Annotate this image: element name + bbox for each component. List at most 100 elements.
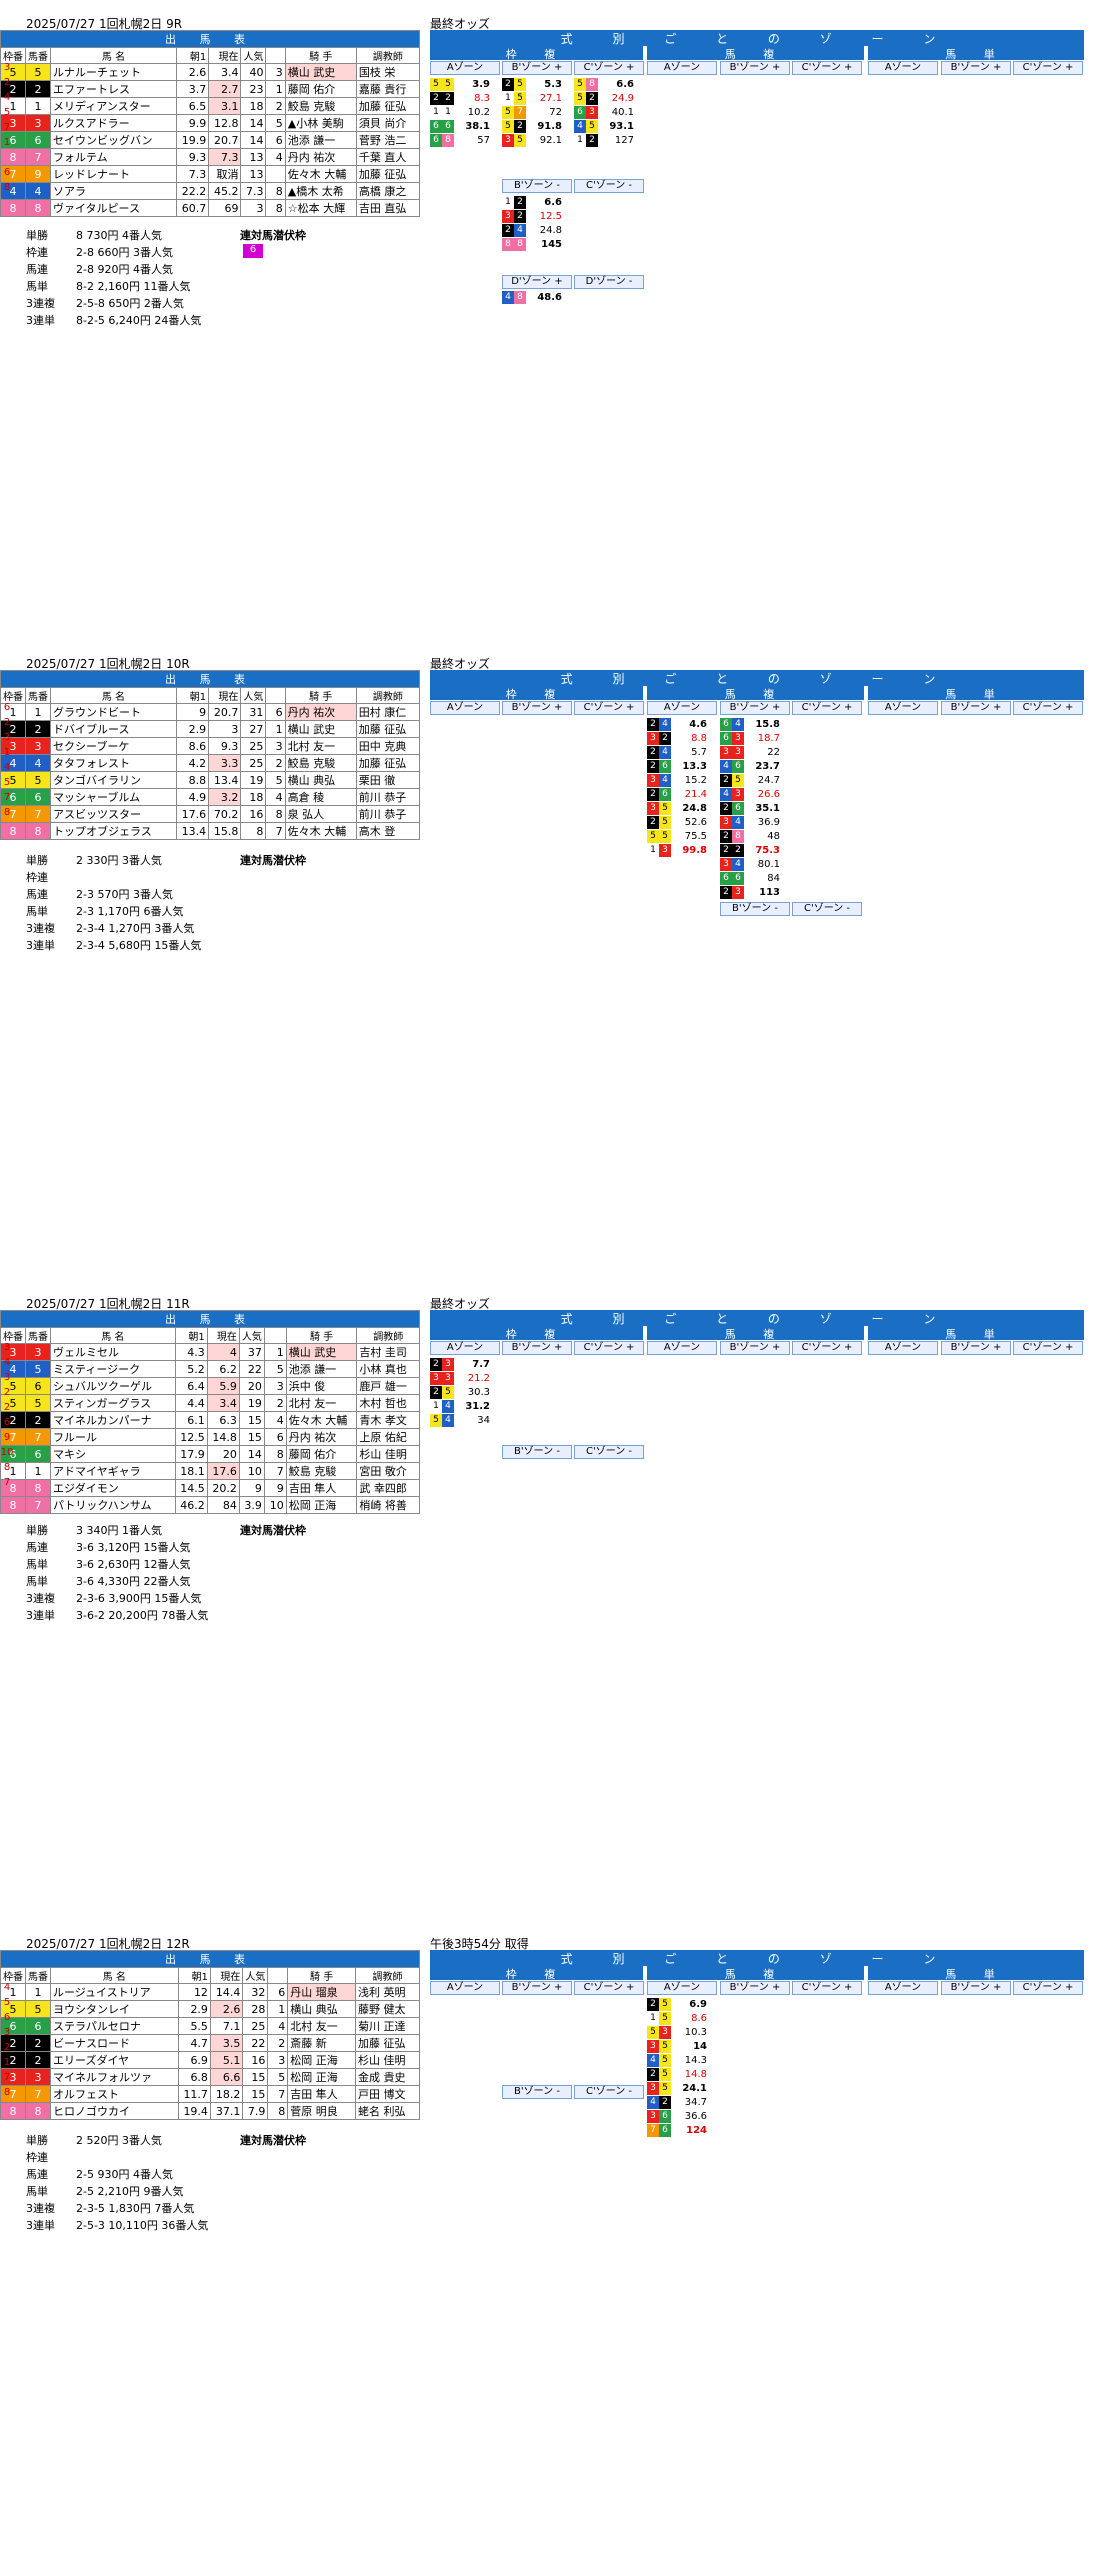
- entry-row[interactable]: 5 6 シュバルツクーゲル 6.4 5.9 20 3 浜中 俊鹿戸 雄一: [0, 1377, 420, 1395]
- zone-combination[interactable]: 5 8 6.6: [574, 77, 636, 91]
- zone-combination[interactable]: 3 6 36.6: [647, 2109, 709, 2123]
- zone-combination[interactable]: 6 3 18.7: [720, 731, 782, 745]
- zone-combination[interactable]: 4 5 14.3: [647, 2053, 709, 2067]
- entry-row[interactable]: 8 8 トップオブジェラス 13.4 15.8 8 7 佐々木 大輔 高木 登: [0, 822, 421, 840]
- zone-combination[interactable]: 3 3 21.2: [430, 1371, 492, 1385]
- entry-row[interactable]: 6 6 マキシ 17.9 20 14 8 藤岡 佑介 杉山 佳明: [0, 1445, 420, 1463]
- zone-combination[interactable]: 2 8 48: [720, 829, 782, 843]
- entry-row[interactable]: 8 7 フォルテム 9.3 7.3 13 4 丹内 祐次 千葉 直人: [0, 148, 421, 166]
- entry-row[interactable]: 3 3 ヴェルミセル 4.3 4 37 1 横山 武史 吉村 圭司: [0, 1343, 420, 1361]
- zone-combination[interactable]: 2 3 7.7: [430, 1357, 492, 1371]
- zone-combination[interactable]: 2 4 5.7: [647, 745, 709, 759]
- entry-row[interactable]: 4 4 ソアラ 22.2 45.2 7.3 8 ▲橋木 太希 高橋 康之: [0, 182, 421, 200]
- zone-combination[interactable]: 2 4 24.8: [502, 223, 564, 237]
- zone-combination[interactable]: 6 3 40.1: [574, 105, 636, 119]
- entry-row[interactable]: 5 5 ヨウシタンレイ 2.9 2.6 28 1 横山 典弘 藤野 健太: [0, 2000, 420, 2018]
- zone-combination[interactable]: 3 4 15.2: [647, 773, 709, 787]
- zone-combination[interactable]: 5 7 72: [502, 105, 564, 119]
- zone-combination[interactable]: 2 6 13.3: [647, 759, 709, 773]
- zone-combination[interactable]: 4 5 93.1: [574, 119, 636, 133]
- entry-row[interactable]: 8 8 ヒロノゴウカイ 19.4 37.1 7.9 8 菅原 明良 蛯名 利弘: [0, 2102, 420, 2120]
- zone-combination[interactable]: 2 5 24.7: [720, 773, 782, 787]
- payout-value: 2-3-4 1,270円 3番人気: [76, 922, 195, 935]
- zone-combination[interactable]: 5 5 75.5: [647, 829, 709, 843]
- zone-combination[interactable]: 3 2 8.8: [647, 731, 709, 745]
- entry-row[interactable]: 2 2 エファートレス 3.7 2.7 23 1 藤岡 佑介 嘉藤 貴行: [0, 80, 421, 98]
- zone-combination[interactable]: 3 3 22: [720, 745, 782, 759]
- zone-combination[interactable]: 2 6 35.1: [720, 801, 782, 815]
- zone-combination[interactable]: 2 5 6.9: [647, 1997, 709, 2011]
- entry-row[interactable]: 3 3 マイネルフォルツァ 6.8 6.6 15 5 松岡 正海 金成 貴史: [0, 2068, 420, 2086]
- entry-row[interactable]: 3 3 ルクスアドラー 9.9 12.8 14 5 ▲小林 美駒 須貝 尚介: [0, 114, 421, 132]
- zone-combination[interactable]: 6 6 84: [720, 871, 782, 885]
- zone-combination[interactable]: 7 6 124: [647, 2123, 709, 2137]
- entry-row[interactable]: 8 7 パトリックハンサム 46.2 84 3.9 10 松岡 正海 梢崎 将善: [0, 1496, 420, 1514]
- entry-row[interactable]: 6 6 ステラパルセロナ 5.5 7.1 25 4 北村 友一 菊川 正達: [0, 2017, 420, 2035]
- zone-combination[interactable]: 2 5 52.6: [647, 815, 709, 829]
- zone-combination[interactable]: 2 5 30.3: [430, 1385, 492, 1399]
- zone-combination[interactable]: 4 2 34.7: [647, 2095, 709, 2109]
- entry-row[interactable]: 1 1 グラウンドビート 9 20.7 31 6 丹内 祐次 田村 康仁: [0, 703, 421, 721]
- entry-row[interactable]: 7 7 アスビッツスター 17.6 70.2 16 8 泉 弘人 前川 恭子: [0, 805, 421, 823]
- zone-combination[interactable]: 6 6 38.1: [430, 119, 492, 133]
- entry-row[interactable]: 1 1 ルージュイストリア 12 14.4 32 6 丹山 瑠泉 浅利 英明: [0, 1983, 420, 2001]
- zone-combination[interactable]: 1 3 99.8: [647, 843, 709, 857]
- trainer-name: 杉山 佳明: [355, 2051, 420, 2069]
- zone-first: 4: [647, 2053, 659, 2067]
- entry-row[interactable]: 4 4 タタフォレスト 4.2 3.3 25 2 鮫島 克駿 加藤 征弘: [0, 754, 421, 772]
- entry-row[interactable]: 6 6 マッシャーブルム 4.9 3.2 18 4 高倉 稜前川 恭子: [0, 788, 421, 806]
- entry-row[interactable]: 5 5 ルナルーチェット 2.6 3.4 40 3 横山 武史 国枝 栄: [0, 63, 421, 81]
- zone-combination[interactable]: 2 4 4.6: [647, 717, 709, 731]
- entry-row[interactable]: 1 1 メリディアンスター 6.5 3.1 18 2 鮫島 克駿 加藤 征弘: [0, 97, 421, 115]
- zone-combination[interactable]: 1 2 127: [574, 133, 636, 147]
- entry-row[interactable]: 5 5 タンゴバイラリン 8.8 13.4 19 5 横山 典弘 栗田 徹: [0, 771, 421, 789]
- entry-row[interactable]: 3 3 セクシーブーケ 8.6 9.3 25 3 北村 友一 田中 克典: [0, 737, 421, 755]
- zone-combination[interactable]: 3 5 24.1: [647, 2081, 709, 2095]
- entry-row[interactable]: 7 9 レッドレナート 7.3 取消 13 佐々木 大輔 加藤 征弘: [0, 165, 421, 183]
- entry-row[interactable]: 4 5 ミスティージーク 5.2 6.2 22 5 池添 謙一 小林 真也: [0, 1360, 420, 1378]
- zone-combination[interactable]: 8 8 145: [502, 237, 564, 251]
- zone-combination[interactable]: 1 4 31.2: [430, 1399, 492, 1413]
- zone-combination[interactable]: 5 2 24.9: [574, 91, 636, 105]
- entry-row[interactable]: 7 7 フルール 12.5 14.8 15 6 丹内 祐次 上原 佑紀: [0, 1428, 420, 1446]
- zone-combination[interactable]: 2 5 14.8: [647, 2067, 709, 2081]
- zone-combination[interactable]: 4 3 26.6: [720, 787, 782, 801]
- zone-combination[interactable]: 2 2 8.3: [430, 91, 492, 105]
- zone-combination[interactable]: 1 1 10.2: [430, 105, 492, 119]
- zone-combination[interactable]: 2 6 21.4: [647, 787, 709, 801]
- zone-combination[interactable]: 3 2 12.5: [502, 209, 564, 223]
- horse-name: ヨウシタンレイ: [50, 2000, 179, 2018]
- entry-row[interactable]: 8 8 エジダイモン 14.5 20.2 9 9 吉田 隼人武 幸四郎: [0, 1479, 420, 1497]
- zone-combination[interactable]: 3 5 14: [647, 2039, 709, 2053]
- column-header: 人気: [238, 1327, 265, 1344]
- entry-row[interactable]: 2 2 エリーズダイヤ 6.9 5.1 16 3 松岡 正海 杉山 佳明: [0, 2051, 420, 2069]
- entry-row[interactable]: 7 7 オルフェスト 11.7 18.2 15 7 吉田 隼人 戸田 博文: [0, 2085, 420, 2103]
- zone-combination[interactable]: 6 8 57: [430, 133, 492, 147]
- entry-row[interactable]: 1 1 アドマイヤギャラ 18.1 17.6 10 7 鮫島 克駿 宮田 敬介: [0, 1462, 420, 1480]
- entry-row[interactable]: 2 2 ビーナスロード 4.7 3.5 22 2 斎藤 新加藤 征弘: [0, 2034, 420, 2052]
- zone-combination[interactable]: 5 2 91.8: [502, 119, 564, 133]
- zone-combination[interactable]: 2 2 75.3: [720, 843, 782, 857]
- entry-row[interactable]: 8 8 ヴァイタルピース 60.7 69 3 8 ☆松本 大輝 吉田 直弘: [0, 199, 421, 217]
- zone-combination[interactable]: 1 5 27.1: [502, 91, 564, 105]
- odds-morning: 6.5: [176, 97, 210, 115]
- zone-combination[interactable]: 1 5 8.6: [647, 2011, 709, 2025]
- entry-row[interactable]: 2 2 マイネルカンパーナ 6.1 6.3 15 4 佐々木 大輔 青木 孝文: [0, 1411, 420, 1429]
- zone-combination[interactable]: 3 5 92.1: [502, 133, 564, 147]
- zone-combination[interactable]: 4 6 23.7: [720, 759, 782, 773]
- zone-combination[interactable]: 4 8 48.6: [502, 290, 564, 304]
- entry-row[interactable]: 5 5 スティンガーグラス 4.4 3.4 19 2 北村 友一 木村 哲也: [0, 1394, 420, 1412]
- zone-combination[interactable]: 5 4 34: [430, 1413, 492, 1427]
- zone-combination[interactable]: 3 5 24.8: [647, 801, 709, 815]
- zone-combination[interactable]: 1 2 6.6: [502, 195, 564, 209]
- race-date: 2025/07/27 1回札幌2日 9R: [26, 17, 183, 31]
- zone-combination[interactable]: 6 4 15.8: [720, 717, 782, 731]
- entry-row[interactable]: 2 2 ドバイブルース 2.9 3 27 1 横山 武史 加藤 征弘: [0, 720, 421, 738]
- zone-combination[interactable]: 3 4 80.1: [720, 857, 782, 871]
- zone-combination[interactable]: 2 5 5.3: [502, 77, 564, 91]
- entry-row[interactable]: 6 6 セイウンビッグバン 19.9 20.7 14 6 池添 謙一 菅野 浩二: [0, 131, 421, 149]
- zone-combination[interactable]: 3 4 36.9: [720, 815, 782, 829]
- zone-combination[interactable]: 5 5 3.9: [430, 77, 492, 91]
- zone-combination[interactable]: 2 3 113: [720, 885, 782, 899]
- zone-combination[interactable]: 5 3 10.3: [647, 2025, 709, 2039]
